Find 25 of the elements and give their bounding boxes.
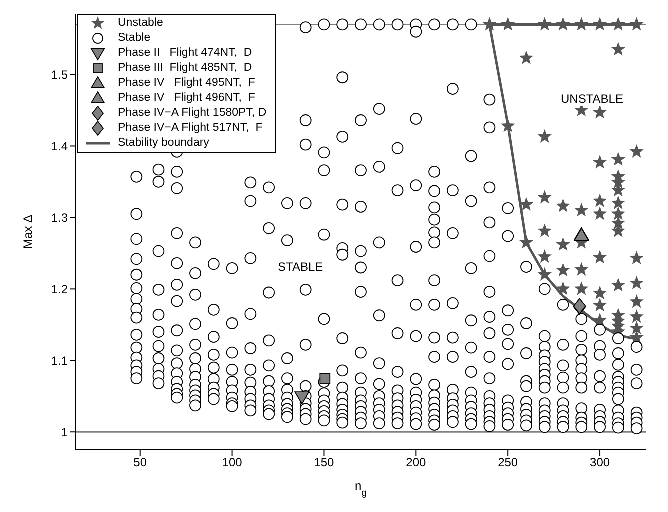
legend-label: Phase IV−A Flight 517NT, F bbox=[118, 121, 263, 136]
x-tick-label: 50 bbox=[134, 456, 148, 470]
annotation: STABLE bbox=[277, 260, 324, 274]
x-axis-title: n$_{g}$ bbox=[354, 479, 368, 498]
x-tick-label: 250 bbox=[498, 456, 518, 470]
legend-label: Stability boundary bbox=[118, 136, 210, 151]
x-tick-label: 200 bbox=[406, 456, 426, 470]
y-tick-label: 1.2 bbox=[51, 282, 68, 296]
legend-label: Phase IV−A Flight 1580PT, D bbox=[118, 106, 267, 121]
legend-label: Phase II Flight 474NT, D bbox=[118, 46, 252, 61]
y-tick-label: 1.3 bbox=[51, 210, 68, 225]
legend-label: Phase IV Flight 496NT, F bbox=[118, 91, 256, 106]
y-tick-label: 1.1 bbox=[51, 354, 68, 368]
x-tick-label: 100 bbox=[222, 456, 243, 470]
y-axis-title: Max Δ bbox=[21, 214, 35, 250]
y-tick-label: 1 bbox=[61, 425, 68, 440]
annotation: UNSTABLE bbox=[560, 92, 624, 106]
legend-label: Unstable bbox=[118, 16, 164, 31]
y-tick-label: 1.4 bbox=[51, 139, 68, 154]
y-tick-label: 1.5 bbox=[51, 68, 68, 82]
x-tick-label: 300 bbox=[590, 456, 610, 470]
legend-label: Phase IV Flight 495NT, F bbox=[118, 76, 256, 91]
legend-label: Phase III Flight 485NT, D bbox=[118, 61, 252, 76]
legend-label: Stable bbox=[118, 31, 151, 46]
x-tick-label: 150 bbox=[314, 456, 335, 470]
